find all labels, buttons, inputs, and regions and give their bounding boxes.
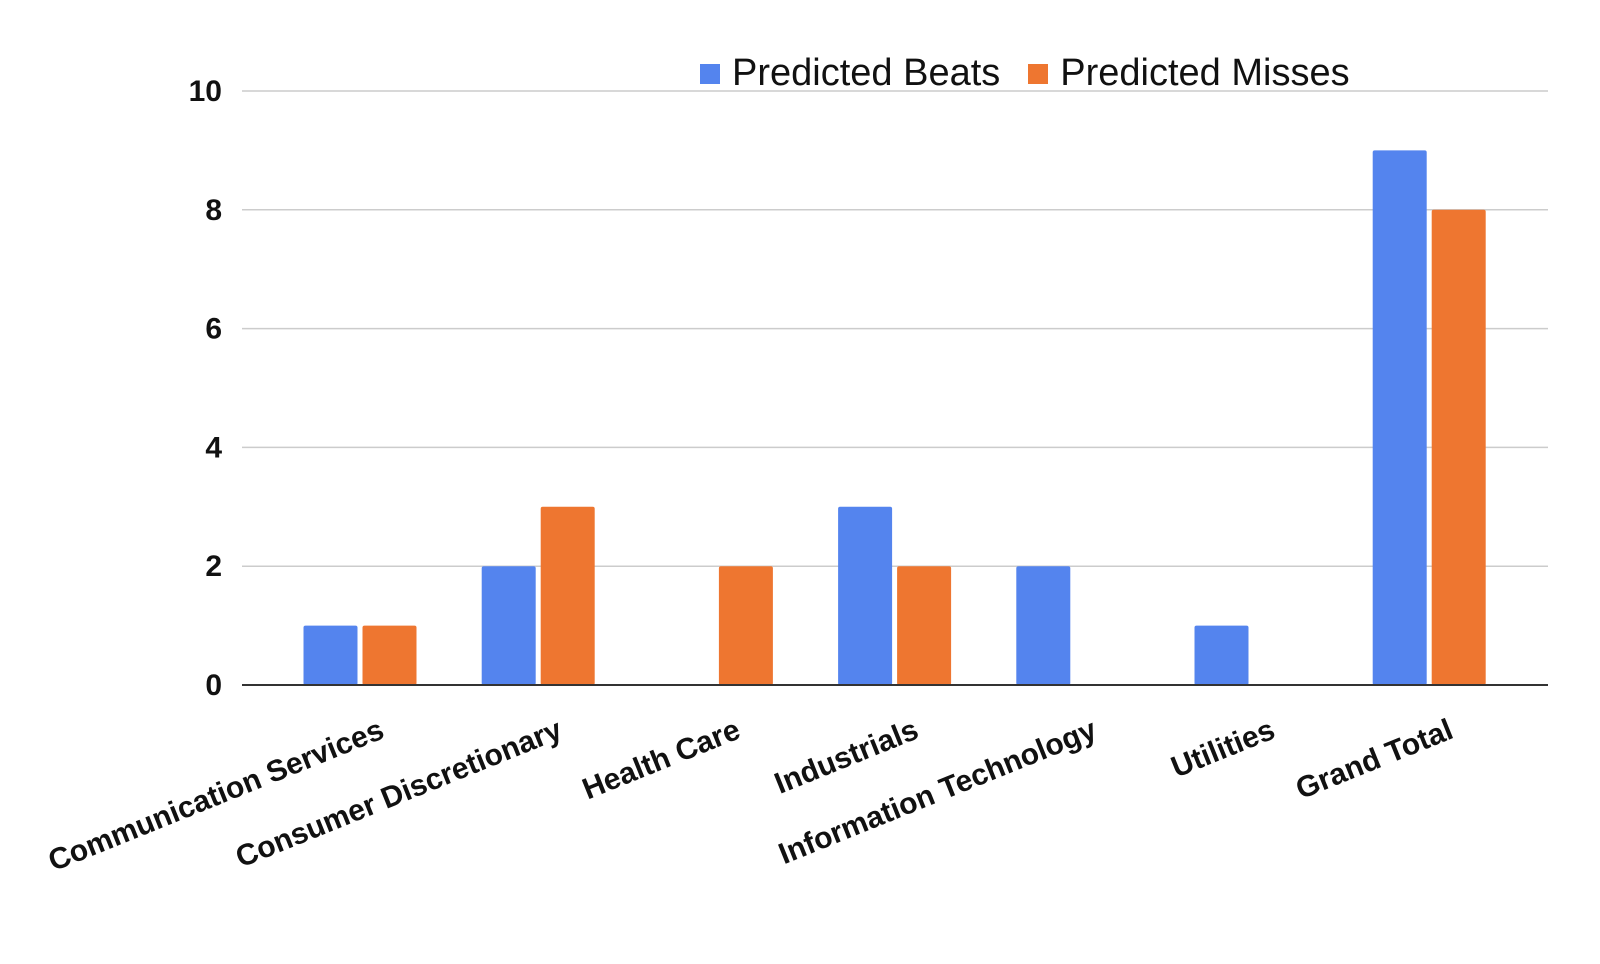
gridlines <box>242 90 1548 567</box>
x-tick-label: Health Care <box>578 713 745 806</box>
y-tick-label: 0 <box>205 669 222 702</box>
bar-predicted-beats <box>838 506 893 685</box>
bar-predicted-beats <box>1016 566 1071 685</box>
x-tick-label: Information Technology <box>774 713 1101 871</box>
legend: Predicted Beats Predicted Misses <box>700 52 1350 95</box>
bar-predicted-beats <box>303 625 358 685</box>
y-tick-label: 8 <box>205 194 222 227</box>
bar-predicted-beats <box>481 566 536 685</box>
legend-swatch-predicted-misses <box>1028 63 1049 84</box>
bars <box>303 150 1486 686</box>
y-tick-label: 2 <box>205 550 222 583</box>
x-tick-label: Industrials <box>770 713 923 800</box>
y-tick-label: 4 <box>205 431 222 464</box>
y-tick-label: 6 <box>205 313 222 346</box>
x-tick-label: Consumer Discretionary <box>231 713 567 874</box>
legend-label-predicted-misses: Predicted Misses <box>1060 52 1350 94</box>
x-tick-label: Grand Total <box>1291 713 1457 806</box>
bar-predicted-beats <box>1194 625 1249 685</box>
bar-predicted-misses <box>540 506 595 685</box>
y-axis-tick-labels: 0 2 4 6 8 10 <box>189 75 223 702</box>
bar-predicted-misses <box>362 625 417 685</box>
legend-item-predicted-misses: Predicted Misses <box>1028 52 1350 95</box>
bar-predicted-misses <box>897 566 952 685</box>
legend-swatch-predicted-beats <box>700 63 720 84</box>
bar-predicted-misses <box>1431 209 1486 686</box>
x-tick-label: Utilities <box>1167 713 1280 784</box>
y-tick-label: 10 <box>189 75 222 108</box>
bar-predicted-beats <box>1372 150 1427 685</box>
x-tick-label: Communication Services <box>44 713 389 878</box>
legend-item-predicted-beats: Predicted Beats <box>700 52 1000 95</box>
bar-predicted-misses <box>718 566 773 685</box>
legend-label-predicted-beats: Predicted Beats <box>732 52 1001 94</box>
